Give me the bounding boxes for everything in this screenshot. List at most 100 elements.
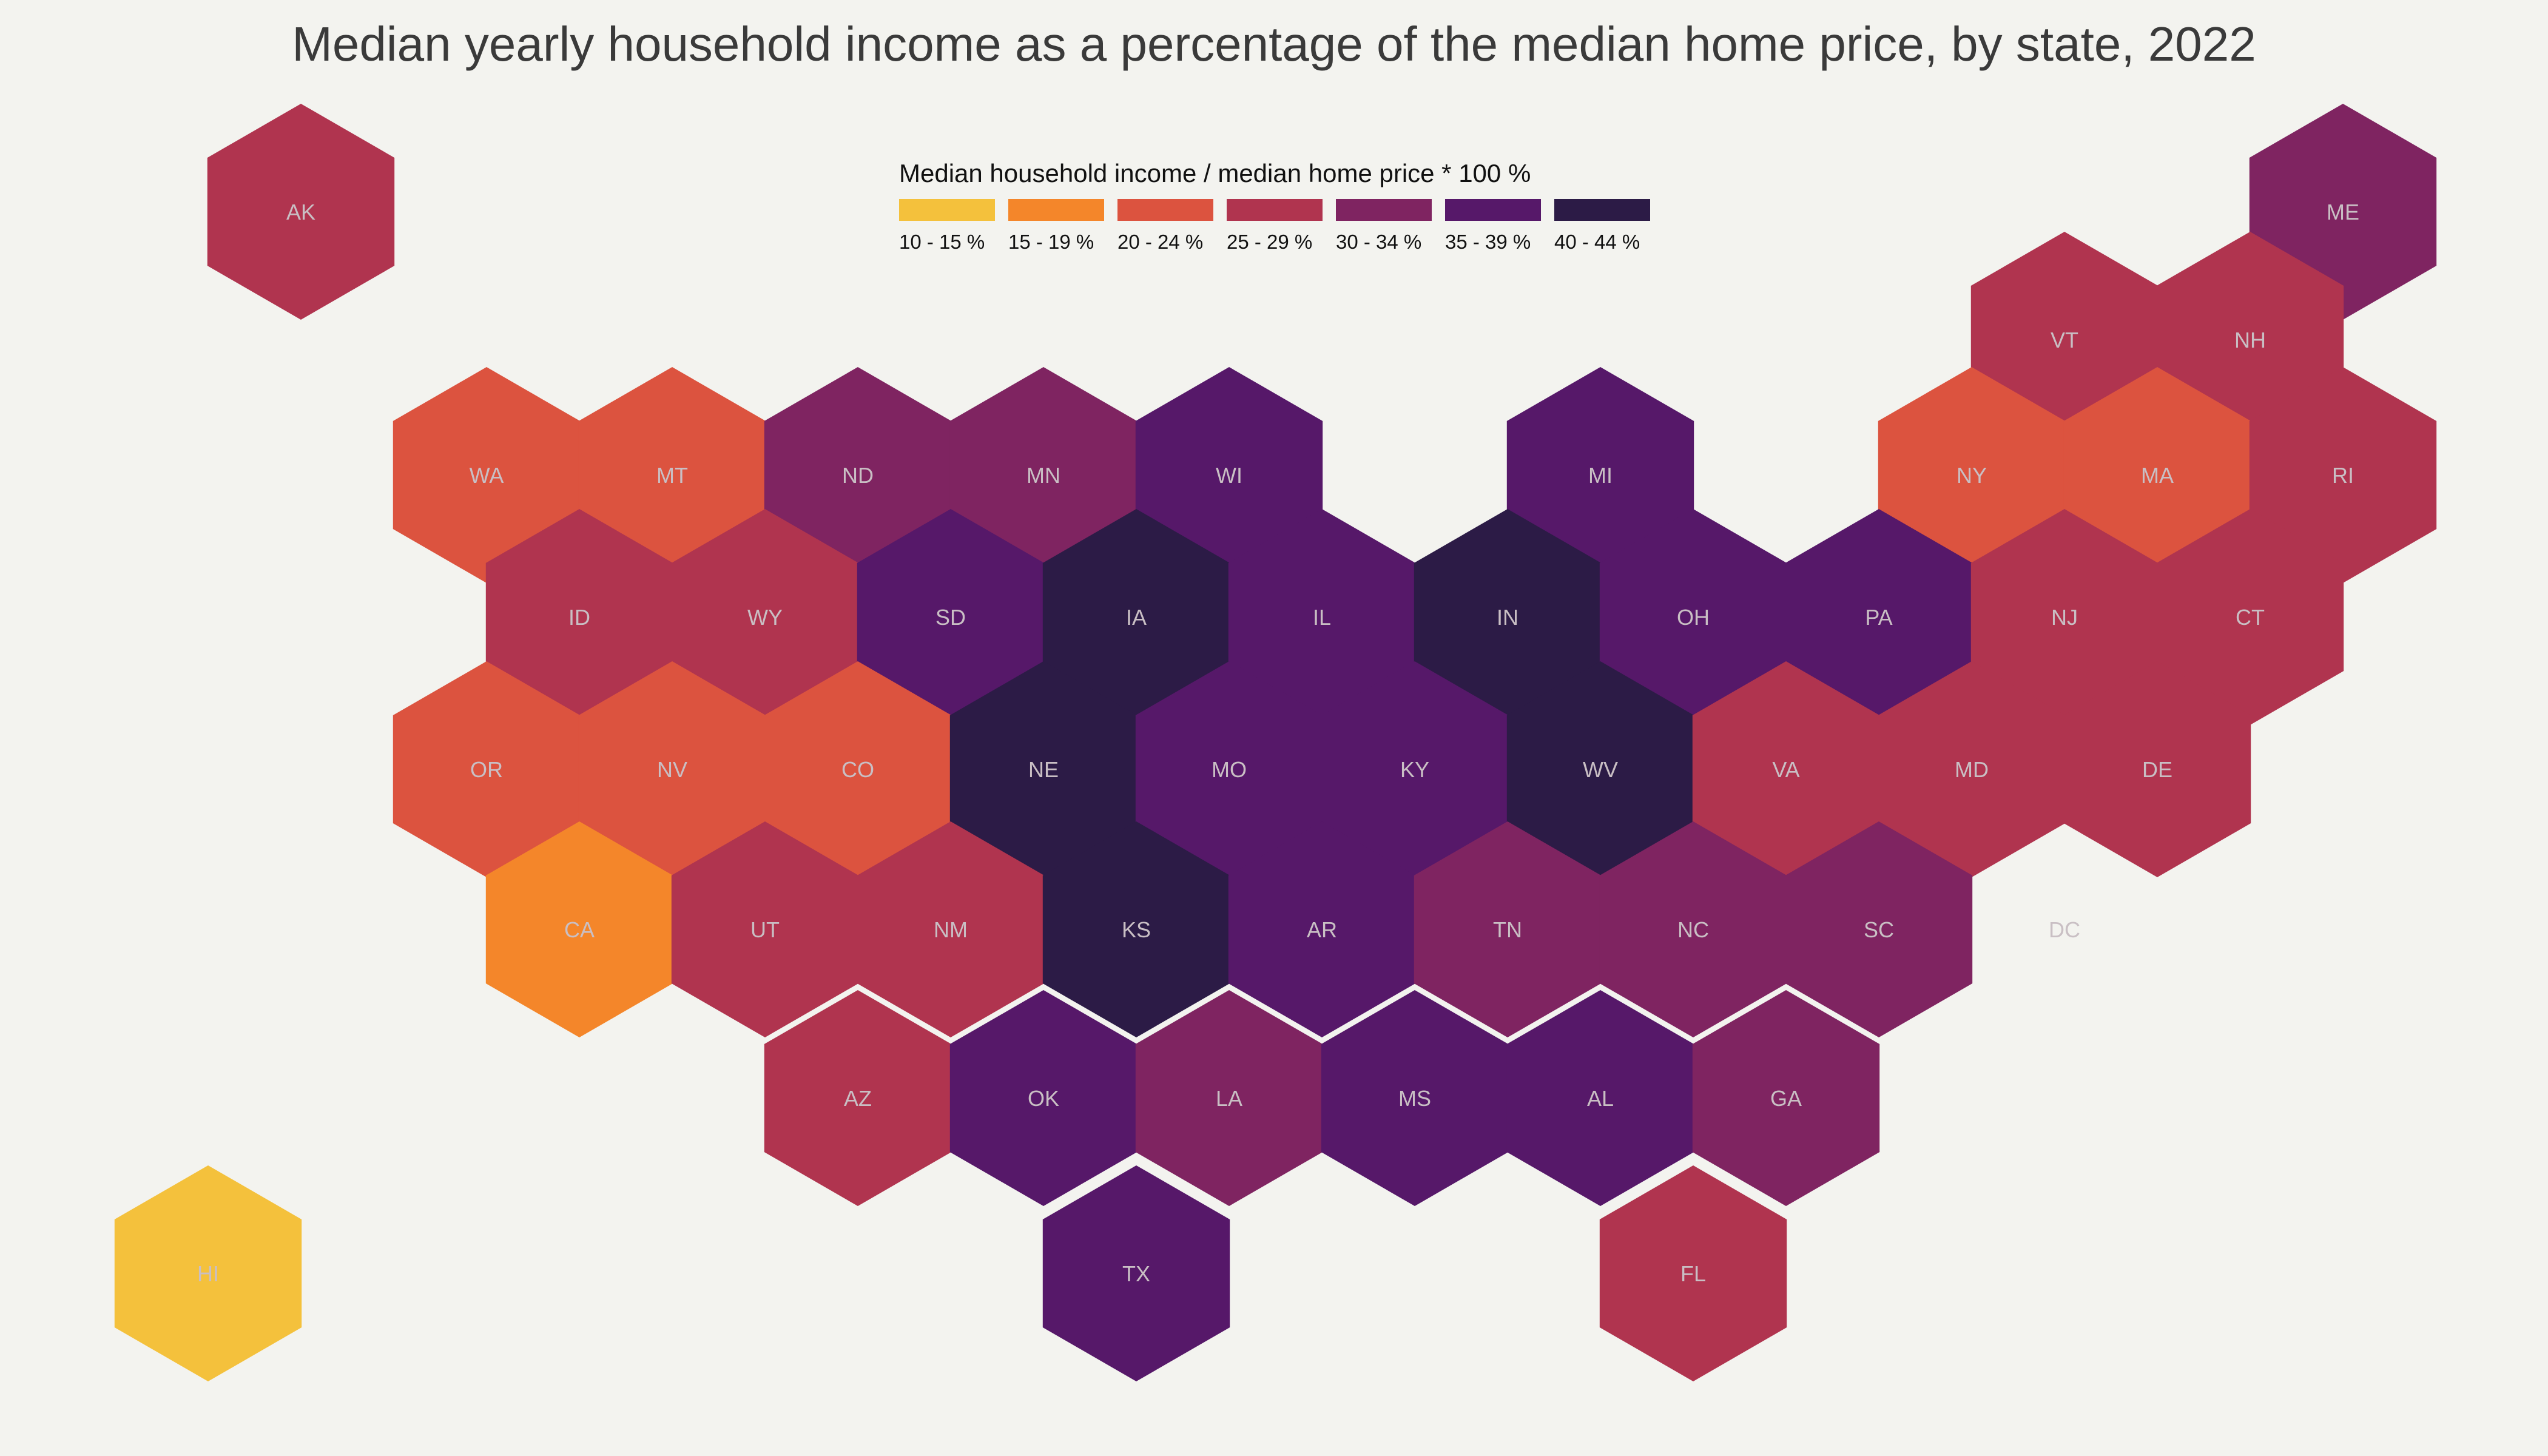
state-tx: TX <box>1042 1165 1230 1381</box>
state-hex <box>1878 367 2066 583</box>
state-va: VA <box>1692 661 1880 877</box>
state-hex <box>578 367 766 583</box>
state-nd: ND <box>764 367 952 583</box>
state-hex <box>1414 509 1602 725</box>
state-ia: IA <box>1042 509 1230 725</box>
state-hex <box>1599 1165 1787 1381</box>
state-oh: OH <box>1599 509 1787 725</box>
state-hex <box>1692 990 1880 1206</box>
legend-items: 10 - 15 % 15 - 19 % 20 - 24 % 25 - 29 % 30 -… <box>899 199 1650 253</box>
state-ar: AR <box>1228 821 1416 1037</box>
state-mt: MT <box>578 367 766 583</box>
state-hex <box>1321 990 1509 1206</box>
state-hex <box>393 367 581 583</box>
legend-swatch <box>1008 199 1104 221</box>
state-de: DE <box>2063 661 2251 877</box>
state-ct: CT <box>2156 509 2344 725</box>
state-label: AL <box>1587 1086 1614 1111</box>
state-label: KY <box>1400 757 1429 782</box>
state-label: WY <box>747 605 783 630</box>
state-hex <box>2249 367 2437 583</box>
state-label: TX <box>1122 1261 1150 1286</box>
state-la: LA <box>1135 990 1323 1206</box>
state-mo: MO <box>1135 661 1323 877</box>
state-hex <box>1506 661 1694 877</box>
state-label: DE <box>2142 757 2172 782</box>
state-sd: SD <box>857 509 1045 725</box>
state-label: HI <box>197 1261 219 1286</box>
state-id: ID <box>485 509 673 725</box>
state-pa: PA <box>1785 509 1973 725</box>
state-label: SD <box>935 605 966 630</box>
state-label: IN <box>1497 605 1518 630</box>
state-ak: AK <box>207 104 395 320</box>
legend-title: Median household income / median home pr… <box>899 159 1531 187</box>
state-hex <box>1785 509 1973 725</box>
state-hex <box>1785 821 1973 1037</box>
state-hex <box>671 509 859 725</box>
state-hex <box>207 104 395 320</box>
state-label: PA <box>1865 605 1892 630</box>
state-hex <box>1878 661 2066 877</box>
state-label: CA <box>564 917 595 942</box>
state-hex <box>2063 661 2251 877</box>
state-label: FL <box>1680 1261 1706 1286</box>
state-ca: CA <box>485 821 673 1037</box>
state-md: MD <box>1878 661 2066 877</box>
state-label: SC <box>1864 917 1894 942</box>
state-label: NJ <box>2051 605 2078 630</box>
state-hex <box>1414 821 1602 1037</box>
state-hex <box>1506 990 1694 1206</box>
legend-swatch <box>1117 199 1213 221</box>
state-hex <box>1042 821 1230 1037</box>
legend-item: 30 - 34 % <box>1336 199 1432 253</box>
state-wy: WY <box>671 509 859 725</box>
state-hex <box>949 661 1138 877</box>
state-label: MS <box>1398 1086 1431 1111</box>
state-nm: NM <box>857 821 1045 1037</box>
state-il: IL <box>1228 509 1416 725</box>
state-label: CO <box>841 757 874 782</box>
state-label: ND <box>842 463 874 488</box>
state-hex <box>393 661 581 877</box>
state-label: CT <box>2236 605 2265 630</box>
state-hex <box>578 661 766 877</box>
state-label: MN <box>1026 463 1060 488</box>
state-label: MI <box>1588 463 1613 488</box>
state-or: OR <box>393 661 581 877</box>
state-nj: NJ <box>1970 509 2159 725</box>
state-label: AZ <box>844 1086 872 1111</box>
state-hex <box>764 661 952 877</box>
state-label: NE <box>1028 757 1059 782</box>
legend-label: 20 - 24 % <box>1117 231 1203 253</box>
state-label: ME <box>2327 200 2359 224</box>
legend-swatch <box>1336 199 1432 221</box>
state-hi: HI <box>114 1165 302 1381</box>
state-ky: KY <box>1321 661 1509 877</box>
state-label: WI <box>1216 463 1242 488</box>
state-ga: GA <box>1692 990 1880 1206</box>
state-fl: FL <box>1599 1165 1787 1381</box>
state-label: UT <box>750 917 780 942</box>
state-hex <box>1228 509 1416 725</box>
state-tn: TN <box>1414 821 1602 1037</box>
state-label: MO <box>1212 757 1247 782</box>
legend-swatch <box>1554 199 1650 221</box>
state-label: IA <box>1126 605 1147 630</box>
state-ms: MS <box>1321 990 1509 1206</box>
state-ne: NE <box>949 661 1138 877</box>
state-label: MT <box>656 463 688 488</box>
state-hex <box>1321 661 1509 877</box>
state-label: NV <box>657 757 687 782</box>
state-hex <box>857 821 1045 1037</box>
state-label: OK <box>1028 1086 1059 1111</box>
state-hex <box>1135 661 1323 877</box>
state-nv: NV <box>578 661 766 877</box>
state-label: NC <box>1677 917 1709 942</box>
state-hex <box>1135 990 1323 1206</box>
state-label: OH <box>1677 605 1710 630</box>
state-hex <box>1042 1165 1230 1381</box>
state-hex <box>764 367 952 583</box>
state-label: MA <box>2141 463 2174 488</box>
state-hex <box>949 367 1138 583</box>
